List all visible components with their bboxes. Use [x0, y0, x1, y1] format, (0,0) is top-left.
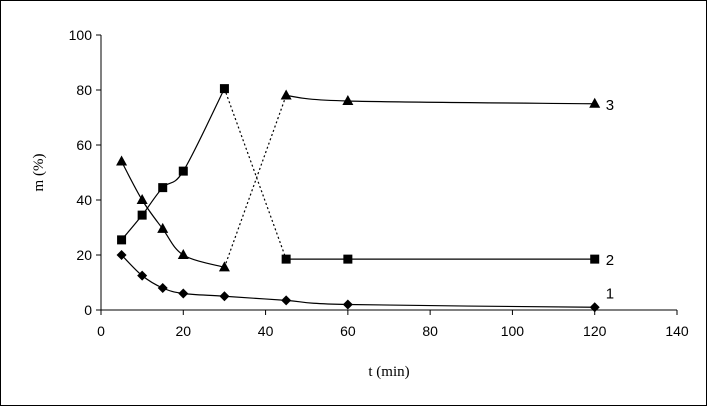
y-tick-label: 60 — [76, 137, 92, 153]
x-tick-label: 140 — [665, 323, 689, 339]
y-tick-label: 0 — [84, 302, 92, 318]
square-marker — [178, 166, 188, 176]
x-tick-label: 0 — [97, 323, 105, 339]
diamond-marker — [281, 295, 292, 306]
square-marker — [137, 210, 147, 220]
y-tick-label: 80 — [76, 82, 92, 98]
triangle-marker — [589, 97, 601, 108]
x-axis-label: t (min) — [368, 364, 409, 380]
series-label: 1 — [606, 285, 614, 302]
series-line — [121, 161, 225, 268]
axes: 0 20 40 60 80 100 0 20 40 60 80 100 120 140 — [69, 27, 689, 339]
diamond-marker — [178, 288, 189, 299]
series-label: 2 — [606, 252, 614, 269]
triangle-marker — [218, 261, 230, 272]
series-line — [286, 94, 595, 105]
square-marker — [281, 254, 291, 264]
triangle-marker — [157, 222, 169, 233]
diamond-marker — [116, 250, 127, 260]
x-tick-label: 80 — [422, 323, 438, 339]
diamond-marker — [342, 299, 353, 310]
diamond-marker — [157, 283, 168, 293]
square-marker — [117, 235, 127, 245]
y-tick-label: 40 — [76, 192, 92, 208]
series-transition-dotted — [223, 88, 287, 260]
triangle-marker — [342, 95, 354, 105]
series-1: 1 — [116, 250, 614, 313]
square-marker — [590, 254, 600, 264]
triangle-marker — [177, 249, 189, 259]
y-tick-label: 20 — [76, 247, 92, 263]
diamond-marker — [137, 270, 148, 281]
square-marker — [158, 183, 168, 193]
y-tick-label: 100 — [69, 27, 93, 43]
series-transition-dotted — [223, 95, 287, 268]
x-tick-label: 20 — [175, 323, 191, 339]
diamond-marker — [589, 302, 600, 313]
series-line — [121, 88, 225, 241]
series-line — [121, 254, 595, 308]
triangle-marker — [280, 89, 292, 100]
x-tick-label: 40 — [258, 323, 274, 339]
square-marker — [343, 254, 353, 264]
y-axis-label: m (%) — [31, 154, 47, 192]
x-tick-label: 60 — [340, 323, 356, 339]
triangle-marker — [116, 155, 128, 166]
series-3: 3 — [116, 89, 614, 272]
series-layer: 1 2 3 — [116, 84, 614, 313]
series-label: 3 — [606, 97, 614, 114]
diamond-marker — [219, 291, 230, 302]
x-tick-label: 100 — [501, 323, 525, 339]
square-marker — [219, 84, 229, 94]
x-tick-label: 120 — [583, 323, 607, 339]
series-2: 2 — [117, 84, 614, 269]
triangle-marker — [136, 194, 148, 204]
